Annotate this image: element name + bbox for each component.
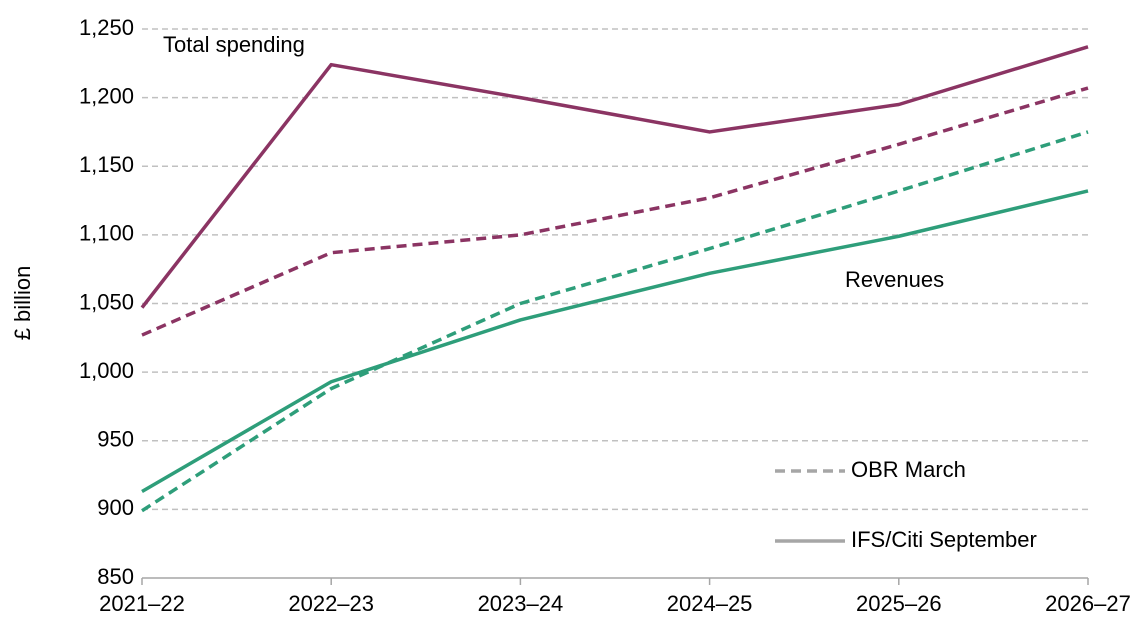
series-line — [141, 86, 1089, 337]
x-tick-label: 2021–22 — [99, 591, 185, 616]
y-tick-label: 1,150 — [79, 152, 134, 177]
y-tick-label: 950 — [97, 427, 134, 452]
x-tick-label: 2024–25 — [667, 591, 753, 616]
x-tick-label: 2023–24 — [478, 591, 564, 616]
x-tick-label: 2026–27 — [1045, 591, 1131, 616]
y-tick-label: 1,100 — [79, 221, 134, 246]
y-tick-label: 1,050 — [79, 289, 134, 314]
series-line — [140, 45, 1089, 309]
x-tick-label: 2022–23 — [288, 591, 374, 616]
y-axis-label: £ billion — [10, 266, 35, 341]
annotation: Total spending — [163, 32, 305, 57]
y-tick-label: 850 — [97, 564, 134, 589]
y-tick-label: 1,200 — [79, 83, 134, 108]
series-line — [141, 189, 1089, 494]
y-tick-label: 1,000 — [79, 358, 134, 383]
annotation: Revenues — [845, 267, 944, 292]
y-tick-label: 900 — [97, 495, 134, 520]
x-tick-label: 2025–26 — [856, 591, 942, 616]
legend-label: OBR March — [851, 457, 966, 482]
legend-label: IFS/Citi September — [851, 527, 1037, 552]
y-tick-label: 1,250 — [79, 15, 134, 40]
series-line — [141, 130, 1089, 513]
